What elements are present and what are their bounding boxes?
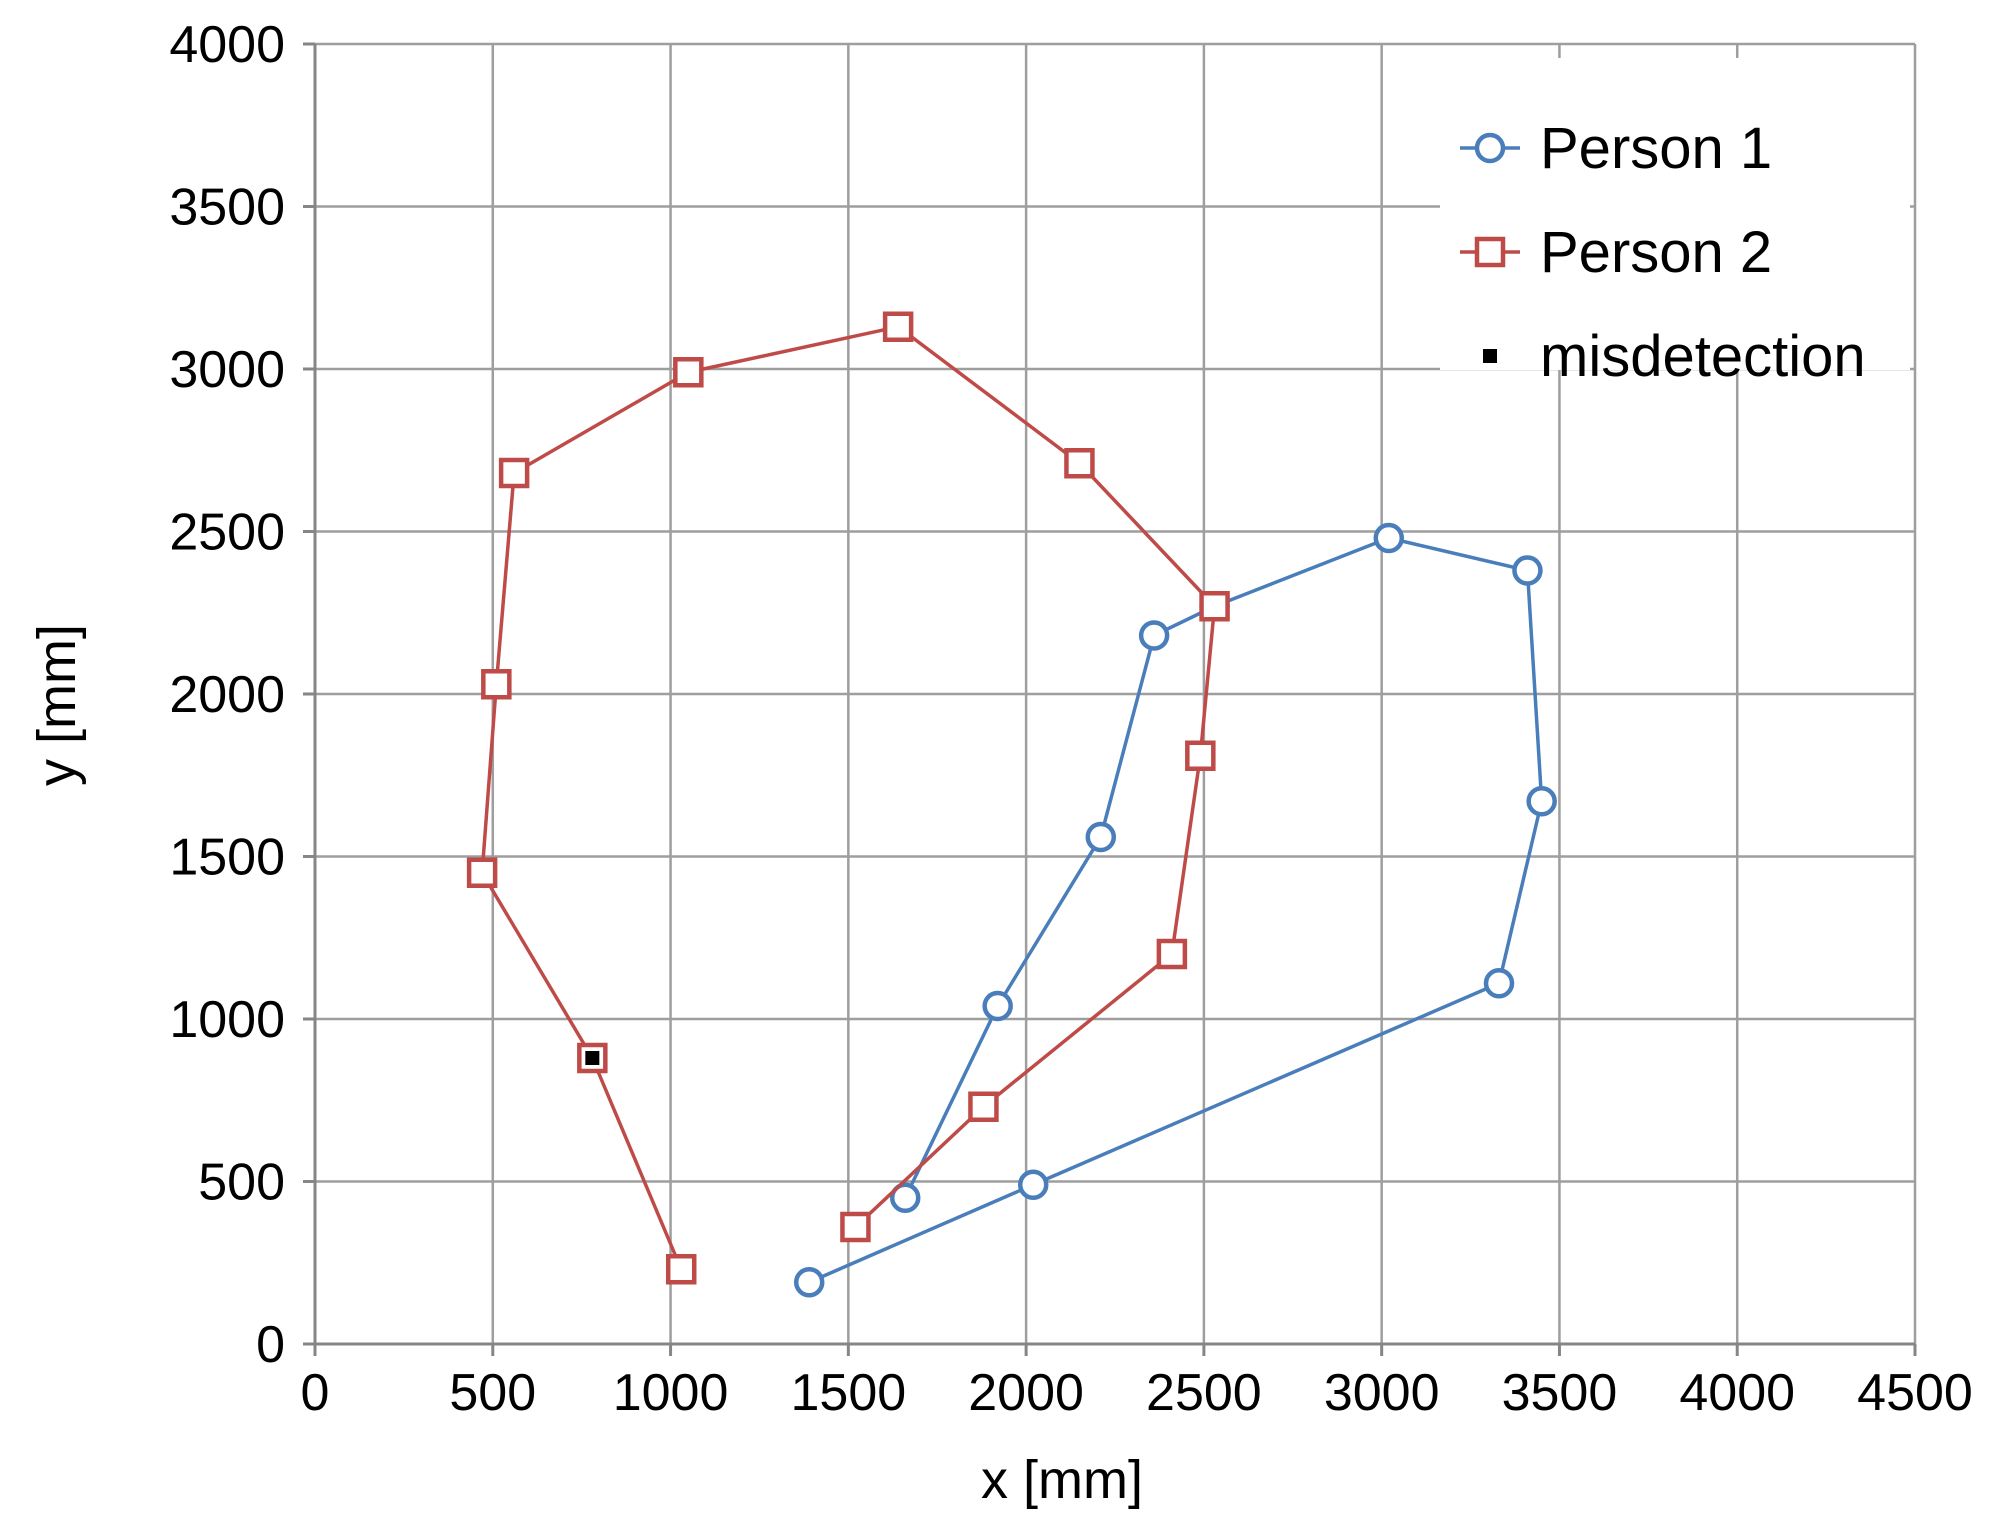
- series-2-point: [498, 457, 530, 489]
- x-tick-label: 1500: [790, 1364, 906, 1422]
- x-tick-label: 4500: [1857, 1364, 1973, 1422]
- series-1: [793, 522, 1557, 1298]
- y-tick-label: 0: [256, 1316, 285, 1374]
- legend-entry: Person 2: [1460, 220, 1772, 285]
- series-2-point: [481, 669, 512, 700]
- series-1-line: [808, 536, 1544, 1284]
- series-2-point: [665, 1254, 697, 1285]
- y-tick-label: 2000: [169, 666, 285, 724]
- legend-entry: misdetection: [1483, 324, 1866, 389]
- y-tick-label: 4000: [169, 16, 285, 74]
- tick-labels: 0 500 1000 1500 2000 2500 3000 3500 4000 4500 0 500…: [169, 16, 1973, 1422]
- series-1-point: [1526, 786, 1557, 817]
- y-tick-label: 3500: [169, 179, 285, 237]
- misdetection-series: [585, 1051, 600, 1065]
- y-tick-label: 1000: [169, 991, 285, 1049]
- series-1-point: [1085, 821, 1117, 853]
- y-tick-label: 3000: [169, 341, 285, 399]
- x-tick-label: 2000: [968, 1364, 1084, 1422]
- series-1-point: [889, 1182, 921, 1213]
- x-tick-label: 500: [449, 1364, 536, 1422]
- x-tick-label: 2500: [1146, 1364, 1262, 1422]
- series-1-point: [793, 1267, 825, 1298]
- legend-marker: [1474, 236, 1506, 268]
- legend: Person 1 Person 2 misdetection: [1440, 58, 1910, 389]
- series-layer: [466, 311, 1557, 1298]
- series-1-point: [1373, 522, 1405, 554]
- series-2-point: [882, 311, 914, 342]
- x-axis-title: x [mm]: [981, 1450, 1143, 1510]
- y-tick-label: 1500: [169, 829, 285, 887]
- series-1-point: [1483, 968, 1515, 999]
- x-tick-label: 1000: [613, 1364, 729, 1422]
- x-tick-label: 3000: [1324, 1364, 1440, 1422]
- series-1-point: [1017, 1169, 1049, 1200]
- legend-label: Person 1: [1540, 116, 1772, 181]
- series-2-point: [466, 857, 498, 888]
- series-1-point: [1138, 620, 1170, 651]
- legend-background: [1440, 58, 1910, 370]
- grid: [315, 42, 1917, 1344]
- series-2-point: [1185, 740, 1216, 771]
- series-2-point: [673, 357, 704, 388]
- y-tick-label: 500: [198, 1154, 285, 1212]
- legend-marker: [1474, 132, 1506, 164]
- x-tick-label: 3500: [1502, 1364, 1618, 1422]
- legend-marker: [1483, 349, 1497, 363]
- series-2-point: [1064, 448, 1095, 479]
- x-tick-label: 0: [301, 1364, 330, 1422]
- y-tick-label: 2500: [169, 504, 285, 562]
- series-2-point: [1199, 591, 1230, 622]
- misdetection-point: [585, 1051, 600, 1065]
- series-2-point: [1156, 938, 1188, 970]
- series-1-point: [1512, 555, 1543, 586]
- series-2-point: [968, 1091, 999, 1122]
- axes: [303, 42, 1917, 1356]
- series-2-point: [840, 1211, 871, 1243]
- x-tick-label: 4000: [1679, 1364, 1795, 1422]
- series-2: [466, 311, 1230, 1285]
- legend-label: Person 2: [1540, 220, 1772, 285]
- legend-entry: Person 1: [1460, 116, 1772, 181]
- y-axis-title: y [mm]: [27, 624, 87, 786]
- series-1-point: [982, 990, 1013, 1022]
- legend-label: misdetection: [1540, 324, 1866, 389]
